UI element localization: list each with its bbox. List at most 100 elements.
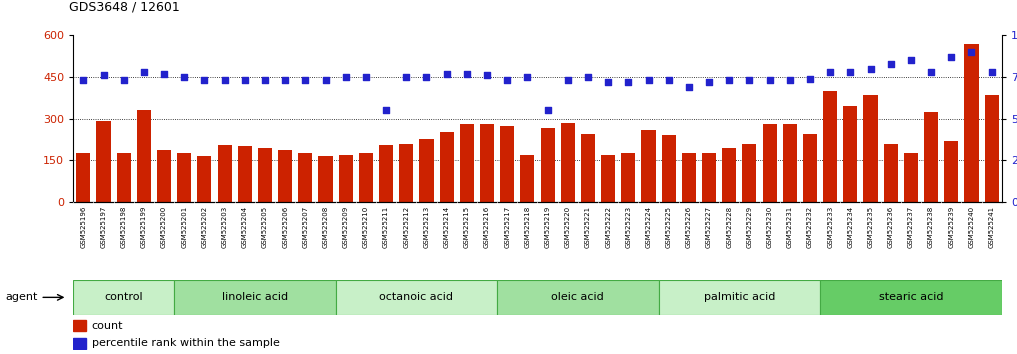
Point xyxy=(862,66,879,72)
Bar xyxy=(823,91,837,202)
Bar xyxy=(681,153,696,202)
Bar xyxy=(662,135,675,202)
Bar xyxy=(258,148,273,202)
Bar xyxy=(480,124,494,202)
Text: control: control xyxy=(105,292,143,302)
Point xyxy=(701,79,717,85)
Bar xyxy=(944,141,958,202)
Text: GSM525205: GSM525205 xyxy=(262,206,268,248)
Bar xyxy=(964,44,978,202)
Point xyxy=(237,78,253,83)
Point xyxy=(277,78,293,83)
Bar xyxy=(400,144,413,202)
Point xyxy=(923,69,940,75)
Point xyxy=(338,74,354,80)
Bar xyxy=(460,124,474,202)
Bar xyxy=(540,128,554,202)
Point xyxy=(762,78,778,83)
Bar xyxy=(924,112,938,202)
Point xyxy=(721,78,737,83)
Point xyxy=(983,69,1000,75)
Bar xyxy=(497,280,659,315)
Bar xyxy=(742,144,757,202)
Text: GSM525210: GSM525210 xyxy=(363,206,369,248)
Bar xyxy=(278,150,292,202)
Point xyxy=(822,69,838,75)
Text: count: count xyxy=(92,321,123,331)
Text: GSM525206: GSM525206 xyxy=(282,206,288,248)
Text: GSM525225: GSM525225 xyxy=(666,206,671,248)
Bar xyxy=(863,95,878,202)
Text: GSM525219: GSM525219 xyxy=(544,206,550,248)
Bar xyxy=(238,146,252,202)
Bar xyxy=(336,280,497,315)
Text: GSM525226: GSM525226 xyxy=(685,206,692,248)
Bar xyxy=(73,320,86,331)
Point xyxy=(580,74,596,80)
Text: GSM525201: GSM525201 xyxy=(181,206,187,248)
Bar xyxy=(621,153,636,202)
Text: GSM525217: GSM525217 xyxy=(504,206,511,248)
Text: GSM525232: GSM525232 xyxy=(806,206,813,248)
Bar xyxy=(73,338,86,349)
Bar xyxy=(439,132,454,202)
Point xyxy=(903,58,919,63)
Text: GSM525237: GSM525237 xyxy=(908,206,914,248)
Text: GSM525212: GSM525212 xyxy=(404,206,409,248)
Point xyxy=(520,74,536,80)
Text: GSM525215: GSM525215 xyxy=(464,206,470,248)
Bar xyxy=(76,153,91,202)
Bar xyxy=(722,148,736,202)
Bar xyxy=(763,124,777,202)
Bar xyxy=(157,150,171,202)
Text: GSM525223: GSM525223 xyxy=(625,206,632,248)
Text: oleic acid: oleic acid xyxy=(551,292,604,302)
Bar xyxy=(802,134,817,202)
Point xyxy=(661,78,677,83)
Bar xyxy=(379,145,394,202)
Bar xyxy=(560,123,575,202)
Point xyxy=(297,78,313,83)
Bar xyxy=(702,153,716,202)
Point xyxy=(438,71,455,76)
Text: GSM525204: GSM525204 xyxy=(242,206,248,248)
Text: GSM525236: GSM525236 xyxy=(888,206,894,248)
Bar xyxy=(984,95,999,202)
Text: GSM525211: GSM525211 xyxy=(383,206,390,248)
Point xyxy=(196,78,213,83)
Point xyxy=(217,78,233,83)
Point xyxy=(116,78,132,83)
Bar xyxy=(820,280,1002,315)
Text: GSM525240: GSM525240 xyxy=(968,206,974,248)
Text: GSM525200: GSM525200 xyxy=(161,206,167,248)
Text: GSM525213: GSM525213 xyxy=(423,206,429,248)
Point xyxy=(641,78,657,83)
Bar xyxy=(359,153,373,202)
Text: GSM525234: GSM525234 xyxy=(847,206,853,248)
Point xyxy=(135,69,152,75)
Bar xyxy=(298,153,312,202)
Bar xyxy=(659,280,820,315)
Text: GSM525199: GSM525199 xyxy=(141,206,146,248)
Point xyxy=(96,73,112,78)
Point xyxy=(398,74,414,80)
Bar xyxy=(642,130,656,202)
Text: GSM525229: GSM525229 xyxy=(746,206,753,248)
Text: GSM525198: GSM525198 xyxy=(121,206,127,248)
Text: GSM525239: GSM525239 xyxy=(948,206,954,248)
Text: GSM525214: GSM525214 xyxy=(443,206,450,248)
Text: GSM525196: GSM525196 xyxy=(80,206,86,248)
Bar xyxy=(218,145,232,202)
Point xyxy=(499,78,516,83)
Point xyxy=(559,78,576,83)
Text: GSM525203: GSM525203 xyxy=(222,206,228,248)
Point xyxy=(539,108,555,113)
Point xyxy=(418,74,434,80)
Point xyxy=(680,84,697,90)
Bar xyxy=(137,110,151,202)
Text: GSM525218: GSM525218 xyxy=(525,206,531,248)
Point xyxy=(801,76,818,81)
Bar xyxy=(581,134,595,202)
Bar xyxy=(117,153,131,202)
Text: GSM525207: GSM525207 xyxy=(302,206,308,248)
